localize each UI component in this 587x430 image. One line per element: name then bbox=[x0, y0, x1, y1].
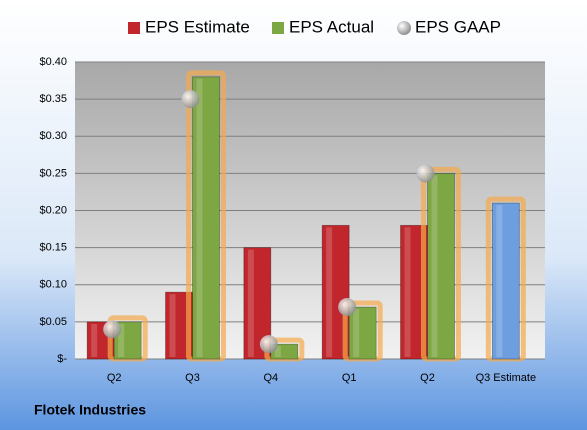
bar bbox=[427, 172, 455, 360]
y-tick-label: $0.30 bbox=[39, 130, 67, 142]
bar bbox=[491, 202, 520, 360]
bar-shine bbox=[118, 323, 125, 357]
x-tick-label: Q2 bbox=[107, 372, 122, 384]
legend-marker bbox=[272, 22, 284, 34]
y-tick-label: $0.25 bbox=[39, 167, 67, 179]
legend-label: EPS GAAP bbox=[415, 17, 501, 36]
bar-shine bbox=[196, 78, 203, 357]
bar-shine bbox=[431, 175, 438, 357]
y-tick-label: $0.20 bbox=[39, 204, 67, 216]
legend-label: EPS Estimate bbox=[145, 17, 250, 36]
x-tick-label: Q1 bbox=[342, 372, 357, 384]
bar-shine bbox=[496, 205, 503, 357]
bar bbox=[192, 76, 220, 360]
gaap-marker bbox=[181, 90, 200, 109]
y-tick-label: $0.35 bbox=[39, 93, 67, 105]
bar bbox=[348, 306, 377, 360]
x-tick-label: Q2 bbox=[420, 372, 435, 384]
gaap-marker bbox=[259, 335, 278, 354]
legend-marker bbox=[397, 21, 411, 35]
x-tick-label: Q4 bbox=[263, 372, 278, 384]
x-tick-label: Q3 bbox=[185, 372, 200, 384]
bar-shine bbox=[169, 294, 176, 357]
y-tick-label: $- bbox=[57, 353, 67, 365]
y-tick-label: $0.10 bbox=[39, 279, 67, 291]
gaap-marker bbox=[416, 164, 435, 183]
footer: Flotek Industries bbox=[34, 402, 146, 418]
bar-shine bbox=[247, 249, 254, 357]
bar-shine bbox=[91, 323, 98, 357]
bar-shine bbox=[353, 309, 360, 357]
y-tick-label: $0.40 bbox=[39, 56, 67, 68]
bar-shine bbox=[326, 227, 333, 357]
legend-label: EPS Actual bbox=[289, 17, 374, 36]
gaap-marker bbox=[103, 320, 122, 339]
gaap-marker bbox=[338, 298, 357, 317]
y-tick-label: $0.05 bbox=[39, 316, 67, 328]
bar-shine bbox=[274, 346, 281, 357]
bar-shine bbox=[404, 227, 411, 357]
x-tick-label: Q3 Estimate bbox=[476, 372, 537, 384]
legend-marker bbox=[128, 22, 140, 34]
y-tick-label: $0.15 bbox=[39, 242, 67, 254]
